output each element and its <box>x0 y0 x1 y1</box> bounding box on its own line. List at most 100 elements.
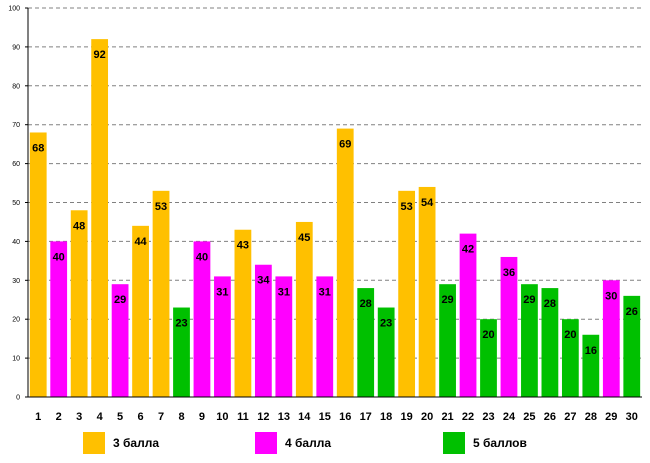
x-tick-label-17: 17 <box>360 411 372 423</box>
legend-label-4-points: 4 балла <box>285 436 332 450</box>
bar-13 <box>275 276 293 397</box>
bar-4 <box>91 39 109 398</box>
y-tick-label: 80 <box>12 83 20 90</box>
data-label-26: 28 <box>544 298 556 310</box>
legend-swatch-5-points <box>443 432 465 454</box>
data-label-25: 29 <box>523 294 535 306</box>
data-label-12: 34 <box>257 275 270 287</box>
y-tick-label: 90 <box>12 44 20 51</box>
data-label-28: 16 <box>585 345 597 357</box>
data-label-10: 31 <box>216 286 228 298</box>
data-label-3: 48 <box>73 220 85 232</box>
bar-28 <box>582 334 600 397</box>
bar-30 <box>623 295 641 397</box>
x-tick-label-27: 27 <box>564 411 576 423</box>
bar-8 <box>173 307 190 397</box>
data-label-22: 42 <box>462 244 474 256</box>
data-label-20: 54 <box>421 197 434 209</box>
x-tick-label-5: 5 <box>117 411 123 423</box>
data-label-23: 20 <box>482 329 494 341</box>
data-labels: 68 40 48 92 29 44 53 23 40 31 43 34 31 45 31 69 28 23 53 54… <box>32 49 638 357</box>
data-label-5: 29 <box>114 294 126 306</box>
bar-15 <box>316 276 334 397</box>
bar-26 <box>541 288 559 397</box>
bar-16 <box>336 128 354 397</box>
x-tick-label-14: 14 <box>298 411 311 423</box>
bar-6 <box>132 225 149 397</box>
x-tick-label-30: 30 <box>626 411 638 423</box>
bar-2 <box>50 241 68 397</box>
data-label-6: 44 <box>134 236 147 248</box>
x-tick-label-9: 9 <box>199 411 205 423</box>
legend-item-5-points: 5 баллов <box>443 432 527 454</box>
data-label-16: 69 <box>339 139 351 151</box>
y-tick-label: 60 <box>12 161 20 168</box>
bar-3 <box>70 210 88 397</box>
bar-29 <box>602 280 620 397</box>
data-label-24: 36 <box>503 267 515 279</box>
legend-swatch-3-points <box>83 432 105 454</box>
x-tick-label-3: 3 <box>76 411 82 423</box>
bar-18 <box>377 307 395 397</box>
legend-item-3-points: 3 балла <box>83 432 159 454</box>
bar-10 <box>214 276 231 397</box>
x-tick-label-15: 15 <box>319 411 331 423</box>
x-tick-label-19: 19 <box>401 411 413 423</box>
x-tick-label-25: 25 <box>523 411 535 423</box>
bar-9 <box>193 241 211 397</box>
x-tick-label-21: 21 <box>441 411 453 423</box>
x-tick-label-20: 20 <box>421 411 433 423</box>
data-label-30: 26 <box>626 306 638 318</box>
x-tick-label-11: 11 <box>237 411 249 423</box>
data-label-14: 45 <box>298 232 310 244</box>
x-tick-label-8: 8 <box>178 411 184 423</box>
bar-22 <box>459 233 477 397</box>
bar-5 <box>111 284 129 397</box>
data-label-8: 23 <box>175 318 187 330</box>
bar-20 <box>418 186 436 397</box>
x-tick-label-18: 18 <box>380 411 392 423</box>
data-label-17: 28 <box>360 298 372 310</box>
x-tick-label-4: 4 <box>97 411 104 423</box>
bar-17 <box>357 288 375 397</box>
data-label-18: 23 <box>380 318 392 330</box>
x-tick-label-24: 24 <box>503 411 516 423</box>
legend-swatch-4-points <box>255 432 277 454</box>
x-tick-label-13: 13 <box>278 411 290 423</box>
bar-23 <box>480 319 497 397</box>
x-tick-label-26: 26 <box>544 411 556 423</box>
bar-7 <box>152 190 170 397</box>
x-tick-label-1: 1 <box>35 411 41 423</box>
data-label-2: 40 <box>53 251 65 263</box>
y-tick-label: 40 <box>12 239 20 246</box>
y-tick-label: 0 <box>16 395 20 402</box>
x-tick-label-12: 12 <box>257 411 269 423</box>
x-tick-label-23: 23 <box>482 411 494 423</box>
legend-item-4-points: 4 балла <box>255 432 331 454</box>
x-tick-label-28: 28 <box>585 411 597 423</box>
bar-14 <box>295 221 313 397</box>
bar-25 <box>521 284 538 397</box>
x-axis-ticks: 1 2 3 4 5 6 7 8 9 10 11 12 13 14 15 16 17 18 19 20 21 22 23 24 2… <box>35 411 638 423</box>
legend-label-3-points: 3 балла <box>113 436 160 450</box>
y-tick-label: 70 <box>12 122 20 129</box>
x-tick-label-6: 6 <box>138 411 144 423</box>
bar-21 <box>439 284 456 397</box>
bar-1 <box>29 132 47 398</box>
data-label-27: 20 <box>564 329 576 341</box>
data-label-21: 29 <box>441 294 453 306</box>
y-tick-label: 30 <box>12 278 20 285</box>
data-label-1: 68 <box>32 142 44 154</box>
x-tick-label-2: 2 <box>56 411 62 423</box>
x-tick-label-10: 10 <box>216 411 228 423</box>
data-label-19: 53 <box>401 201 413 213</box>
gridlines <box>28 7 642 359</box>
x-tick-label-16: 16 <box>339 411 351 423</box>
x-tick-label-29: 29 <box>605 411 617 423</box>
bar-12 <box>254 264 272 397</box>
x-tick-label-22: 22 <box>462 411 474 423</box>
bars <box>29 39 641 398</box>
legend-label-5-points: 5 баллов <box>473 436 527 450</box>
data-label-29: 30 <box>605 290 617 302</box>
